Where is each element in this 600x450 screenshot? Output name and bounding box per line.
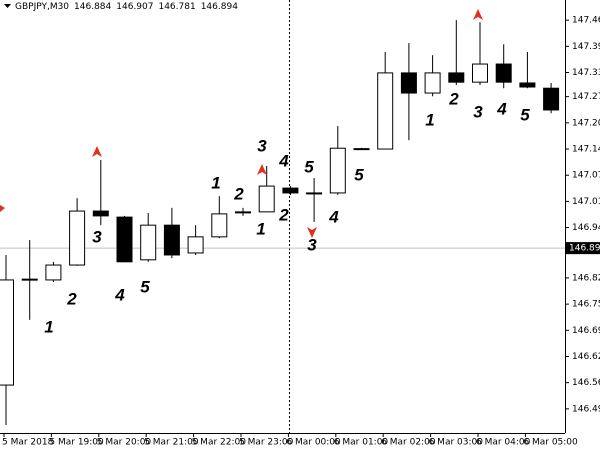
y-tick-label: 147.460 (572, 16, 600, 26)
arrow-up (473, 9, 483, 20)
header-value: 146.894 (201, 2, 238, 12)
candle-body (282, 187, 299, 194)
candle-body (400, 72, 417, 94)
y-tick-label: 146.690 (572, 326, 600, 336)
x-tick-label: 6 Mar 02:00 (381, 438, 436, 448)
header-value: 146.907 (116, 2, 153, 12)
y-tick-label: 147.075 (572, 171, 600, 181)
wave-label: 1 (425, 110, 434, 129)
candle-body (519, 82, 536, 88)
x-tick-label: 6 Mar 01:00 (334, 438, 389, 448)
arrow-up (92, 146, 102, 157)
y-tick-label: 146.625 (572, 352, 600, 362)
wave-label: 4 (496, 99, 507, 118)
wave-label: 3 (473, 102, 483, 121)
wave-label: 3 (92, 227, 102, 246)
candle-body (377, 72, 394, 150)
y-tick-label: 146.945 (572, 223, 600, 233)
wave-label: 1 (256, 219, 265, 238)
candle-body (258, 185, 275, 213)
wave-label: 3 (257, 136, 267, 155)
y-tick-label: 147.010 (572, 197, 600, 207)
wave-label: 5 (354, 165, 364, 184)
x-tick-label: 5 Mar 23:00 (239, 438, 294, 448)
candle-body (69, 210, 86, 266)
candle-body (329, 147, 346, 194)
wave-label: 2 (66, 289, 77, 308)
candle-body (116, 216, 133, 263)
y-tick-label: 147.205 (572, 118, 600, 128)
y-tick-label: 147.140 (572, 145, 600, 155)
header-value: 146.781 (158, 2, 195, 12)
wave-label: 2 (448, 89, 459, 108)
symbol: GBPJPY,M30 (15, 2, 69, 12)
arrow-down (307, 227, 317, 238)
y-tick-label: 147.330 (572, 68, 600, 78)
wave-label: 2 (278, 205, 289, 224)
price-label-box (566, 242, 600, 255)
candle-body (235, 211, 251, 214)
x-tick-label: 6 Mar 03:00 (429, 438, 484, 448)
y-tick-label: 146.495 (572, 404, 600, 414)
candle-body (306, 192, 323, 195)
candle-body (45, 264, 62, 281)
arrow-marker (0, 205, 5, 212)
x-tick-label: 6 Mar 00:00 (286, 438, 341, 448)
arrow-up (257, 164, 267, 175)
candle-body (353, 148, 370, 151)
x-tick-label: 5 Mar 20:00 (97, 438, 152, 448)
wave-label: 4 (328, 207, 339, 226)
candle-body (495, 63, 512, 83)
wave-label: 3 (307, 235, 317, 254)
candle-body (92, 210, 109, 217)
wave-label: 5 (304, 157, 314, 176)
candle-body (448, 72, 465, 83)
candle-body (187, 236, 204, 254)
y-tick-label: 146.820 (572, 273, 600, 283)
header: GBPJPY,M30 146.884 146.907 146.781 146.894 (15, 2, 238, 12)
y-tick-label: 147.395 (572, 42, 600, 52)
candle-body (211, 213, 228, 238)
header-value: 146.884 (74, 2, 111, 12)
x-tick-label: 5 Mar 22:00 (192, 438, 247, 448)
y-tick-label: 146.755 (572, 300, 600, 310)
wave-label: 4 (278, 151, 289, 170)
candle-body (163, 224, 180, 256)
wave-label: 5 (140, 277, 150, 296)
y-tick-label: 147.270 (572, 92, 600, 102)
candle-body (424, 72, 441, 94)
x-tick-label: 5 Mar 21:00 (144, 438, 199, 448)
wave-label: 4 (114, 285, 125, 304)
y-tick-label: 146.560 (572, 378, 600, 388)
wave-label: 1 (44, 317, 53, 336)
wave-label: 1 (211, 173, 220, 192)
candle-body (0, 279, 14, 386)
x-tick-label: 5 Mar 2018 (2, 438, 54, 448)
wave-label: 5 (520, 105, 530, 124)
candle-body (472, 63, 488, 83)
candle-body (543, 87, 560, 111)
wave-label: 2 (233, 184, 244, 203)
menu-arrow[interactable] (4, 4, 11, 8)
price-label: 146.894 (569, 244, 600, 254)
candle-body (140, 224, 157, 261)
candle-body (21, 278, 38, 281)
x-tick-label: 6 Mar 04:00 (476, 438, 531, 448)
x-tick-label: 5 Mar 19:00 (49, 438, 104, 448)
x-tick-label: 6 Mar 05:00 (523, 438, 578, 448)
